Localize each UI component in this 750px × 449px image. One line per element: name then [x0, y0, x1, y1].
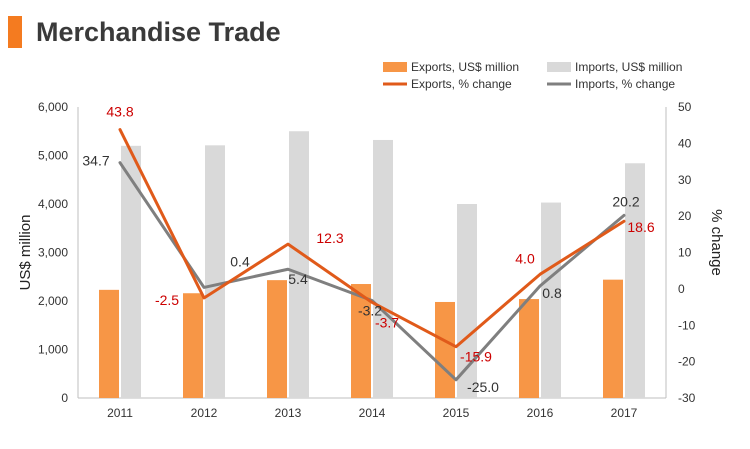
x-tick-label: 2013	[275, 406, 302, 420]
bar-exports	[183, 293, 203, 398]
y-tick-label: 5,000	[38, 149, 68, 163]
exports-change-label: 18.6	[627, 219, 654, 235]
imports-change-label: 0.4	[230, 253, 250, 269]
y-tick-label: 2,000	[38, 294, 68, 308]
bar-imports	[541, 202, 561, 398]
y2-tick-label: -10	[678, 318, 696, 332]
bar-imports	[373, 139, 393, 399]
y2-tick-label: -30	[678, 391, 696, 405]
exports-change-label: 4.0	[515, 250, 535, 266]
imports-change-label: -3.2	[358, 303, 382, 319]
bar-imports	[289, 131, 309, 398]
page-title: Merchandise Trade	[36, 17, 281, 47]
x-tick-label: 2014	[359, 406, 386, 420]
y-tick-label: 0	[61, 391, 68, 405]
y-tick-label: 3,000	[38, 246, 68, 260]
bar-exports	[351, 284, 371, 398]
imports-change-label: 0.8	[542, 285, 562, 301]
y-tick-label: 4,000	[38, 197, 68, 211]
bar-exports	[435, 301, 455, 398]
x-tick-label: 2012	[191, 406, 218, 420]
y2-tick-label: 10	[678, 246, 692, 260]
legend-imports-bar-swatch	[547, 62, 571, 72]
bar-exports	[603, 279, 623, 398]
imports-change-label: -25.0	[467, 379, 499, 395]
imports-change-label: 5.4	[288, 271, 308, 287]
x-tick-label: 2015	[443, 406, 470, 420]
bar-imports	[121, 145, 141, 398]
imports-change-label: 20.2	[612, 193, 639, 209]
legend-imports-bar-label: Imports, US$ million	[575, 60, 682, 74]
legend-imports-line-label: Imports, % change	[575, 77, 675, 91]
bar-imports	[457, 204, 477, 398]
exports-change-label: 43.8	[106, 104, 133, 120]
header: Merchandise Trade	[0, 10, 750, 50]
y2-tick-label: 40	[678, 136, 692, 150]
y2-tick-label: 50	[678, 100, 692, 114]
exports-change-line	[118, 128, 626, 349]
bar-imports	[205, 145, 225, 398]
x-tick-label: 2016	[527, 406, 554, 420]
bar-exports	[519, 299, 539, 398]
bar-imports	[625, 163, 645, 398]
y2-tick-label: 20	[678, 209, 692, 223]
y-tick-label: 6,000	[38, 100, 68, 114]
y2-tick-label: 30	[678, 173, 692, 187]
legend-exports-bar-label: Exports, US$ million	[411, 60, 519, 74]
title-accent-bar	[8, 16, 22, 48]
x-tick-label: 2011	[107, 406, 133, 420]
bar-exports	[267, 280, 287, 398]
x-tick-label: 2017	[611, 406, 638, 420]
exports-change-label: 12.3	[316, 230, 343, 246]
y2-tick-label: 0	[678, 282, 685, 296]
exports-change-label: -15.9	[460, 349, 492, 365]
y2-axis-title: % change	[708, 209, 725, 276]
exports-change-label: -3.7	[375, 314, 399, 330]
bar-exports	[99, 289, 119, 398]
legend-exports-bar-swatch	[383, 62, 407, 72]
y-axis-title: US$ million	[17, 215, 34, 291]
imports-change-label: 34.7	[82, 153, 109, 169]
exports-change-label: -2.5	[155, 292, 179, 308]
y2-tick-label: -20	[678, 355, 696, 369]
legend-exports-line-label: Exports, % change	[411, 77, 512, 91]
y-tick-label: 1,000	[38, 343, 68, 357]
